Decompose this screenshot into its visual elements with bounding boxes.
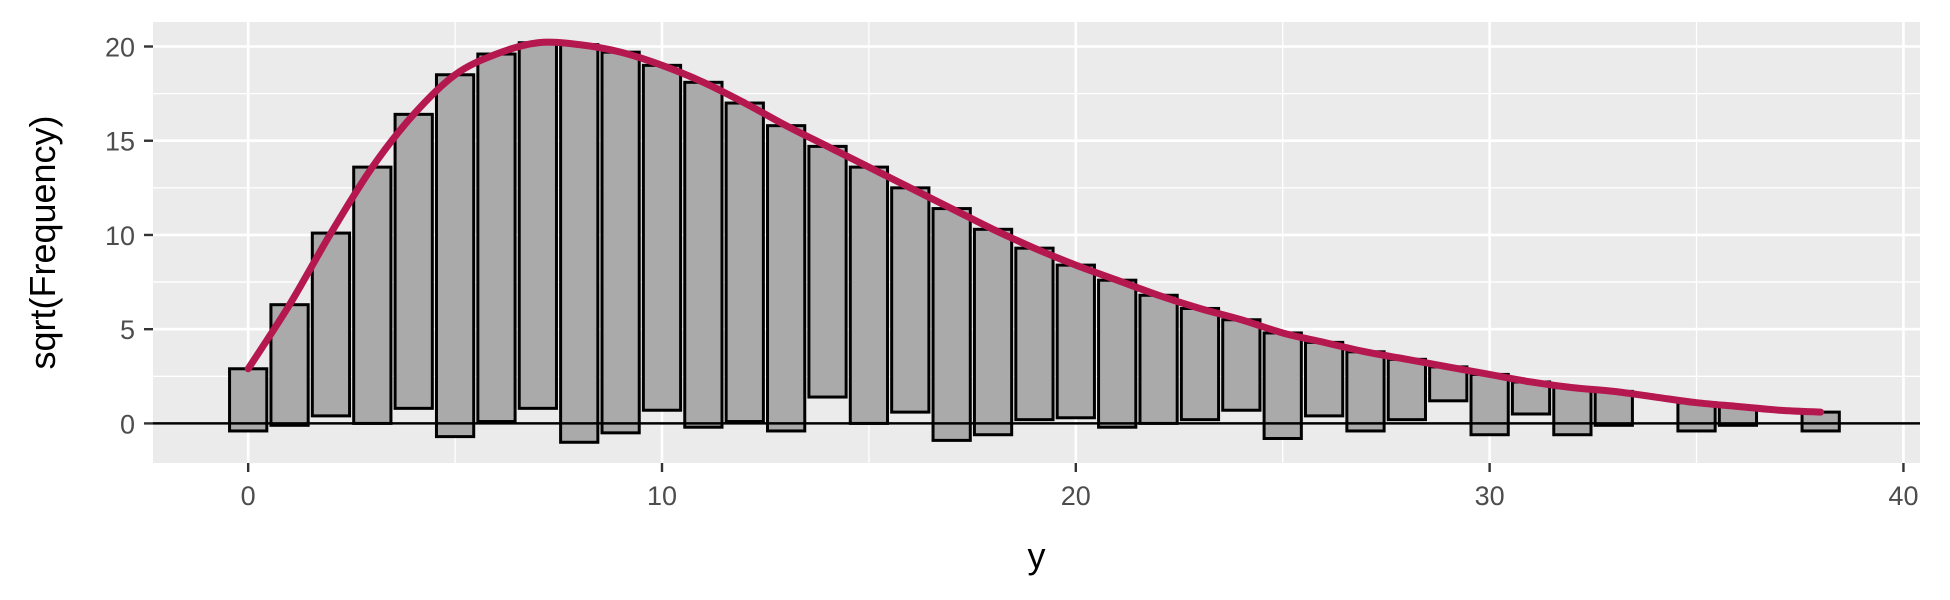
rootogram-bar: [1345, 350, 1386, 433]
rootogram-bar: [972, 227, 1014, 437]
y-tick-label: 20: [105, 33, 135, 63]
rootogram-bar: [724, 101, 765, 424]
rootogram-bar: [559, 43, 600, 444]
y-tick-label: 5: [120, 315, 135, 345]
rootogram-bar: [1386, 357, 1427, 422]
x-tick-label: 0: [241, 481, 256, 511]
rootogram-bar: [641, 63, 683, 412]
rootogram-bar: [1262, 331, 1303, 441]
x-tick-label: 10: [647, 481, 677, 511]
x-tick-label: 40: [1888, 481, 1918, 511]
rootogram-bar: [393, 112, 434, 410]
rootogram-bar: [476, 52, 517, 424]
rootogram-bar: [228, 367, 269, 433]
x-tick-label: 30: [1475, 481, 1505, 511]
x-axis: 0 10 20 30 40: [241, 463, 1918, 511]
rootogram-bar: [434, 73, 476, 439]
rootogram-bar: [890, 186, 931, 414]
rootogram-bar: [1138, 293, 1179, 425]
rootogram-bar: [1469, 372, 1510, 437]
rootogram-bar: [517, 41, 558, 410]
rootogram-bar: [1179, 306, 1221, 422]
rootogram-bar: [352, 165, 393, 425]
y-tick-label: 10: [105, 221, 135, 251]
rootogram-bar: [766, 124, 807, 433]
rootogram-bar: [1303, 340, 1345, 418]
rootogram-bar: [807, 144, 848, 399]
y-tick-label: 0: [120, 409, 135, 439]
x-tick-label: 20: [1061, 481, 1091, 511]
rootogram-bar: [1014, 246, 1055, 422]
expected-frequency-curve: [244, 38, 1825, 416]
rootogram-bar: [1552, 386, 1593, 437]
y-axis: 0 5 10 15 20: [105, 33, 153, 439]
x-axis-title: y: [1028, 535, 1046, 576]
y-tick-label: 15: [105, 127, 135, 157]
rootogram-bar: [683, 80, 724, 429]
rootogram-bar: [931, 207, 972, 442]
rootogram-bar: [1221, 318, 1262, 412]
y-axis-title: sqrt(Frequency): [22, 115, 63, 369]
rootogram-bar: [600, 50, 641, 435]
rootogram-bar: [1055, 263, 1096, 420]
bars-group: [228, 41, 1841, 444]
rootogram-bar: [848, 165, 890, 425]
rootogram-bar: [1097, 278, 1138, 429]
